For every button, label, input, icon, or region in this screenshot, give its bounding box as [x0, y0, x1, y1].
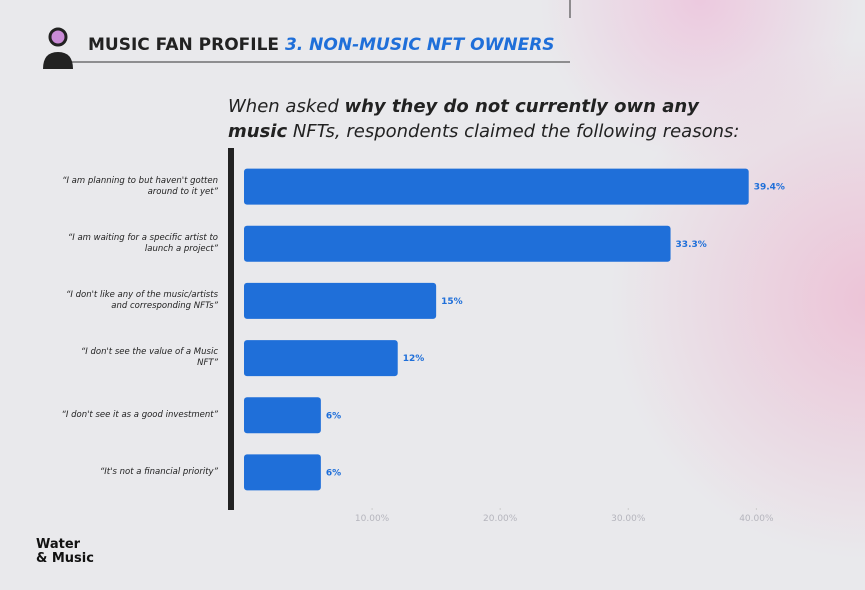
bar [244, 168, 749, 205]
value-label: 6% [326, 411, 341, 421]
profile-icon [48, 27, 68, 47]
header-subtitle: 3. NON-MUSIC NFT OWNERS [284, 35, 555, 55]
value-label: 39.4% [754, 183, 785, 193]
logo: Water & Music [36, 538, 94, 566]
header-title: MUSIC FAN PROFILE [88, 35, 280, 55]
title-part: NFTs, respondents claimed the following … [287, 121, 740, 142]
profile-icon [43, 52, 73, 69]
bar [244, 454, 321, 491]
x-tick-label: 30.00% [611, 514, 646, 524]
title-part: why they do not currently own any music [228, 96, 699, 142]
category-label: “I don't see it as a good investment” [61, 409, 219, 420]
category-label: “I am waiting for a specific artist to l… [67, 232, 218, 254]
bar [244, 225, 671, 262]
logo-line: Water [36, 537, 81, 552]
bar [244, 282, 437, 319]
axis-bar [228, 148, 234, 510]
x-tick-label: 40.00% [739, 514, 774, 524]
value-label: 12% [403, 354, 425, 364]
x-tick-label: 20.00% [483, 514, 518, 524]
title-part: When asked [228, 96, 345, 117]
category-label: “I don't like any of the music/artists a… [66, 289, 218, 311]
logo-line: & Music [36, 551, 94, 566]
bar [244, 397, 321, 434]
category-label: “I don't see the value of a Music NFT” [80, 347, 218, 369]
value-label: 15% [441, 297, 463, 307]
x-tick-label: 10.00% [355, 514, 390, 524]
value-label: 6% [326, 468, 341, 478]
category-label: “It's not a financial priority” [99, 466, 218, 477]
chart-title: When asked why they do not currently own… [228, 94, 748, 144]
header: MUSIC FAN PROFILE 3. NON-MUSIC NFT OWNER… [88, 35, 555, 55]
category-label: “I am planning to but haven't gotten aro… [62, 175, 218, 197]
value-label: 33.3% [676, 240, 707, 250]
bar [244, 340, 398, 377]
